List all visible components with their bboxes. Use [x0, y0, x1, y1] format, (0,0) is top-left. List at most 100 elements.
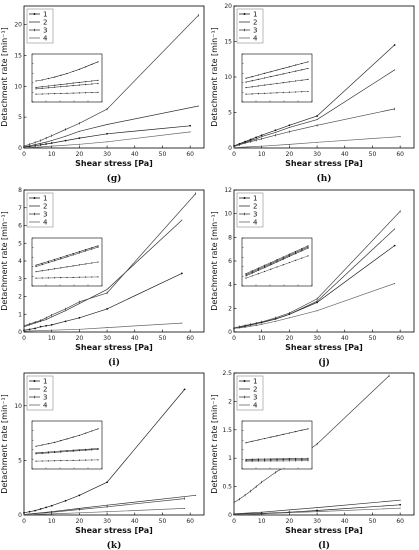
data-point [39, 325, 42, 328]
data-point [50, 142, 53, 144]
data-point [244, 326, 246, 328]
series-line-1 [23, 273, 182, 331]
series-line-3 [233, 211, 401, 329]
x-tick-label: 0 [232, 151, 236, 158]
data-point [78, 137, 81, 140]
inset-data-point [270, 76, 272, 78]
inset-data-point [295, 458, 297, 461]
inset-data-point [41, 93, 43, 95]
inset-data-point [295, 64, 297, 66]
chart-panel-i: 0 10 20 30 40 50 60 0 1 2 3 4 5 6 7 8 1 2 3 4 Shear stress [… [0, 184, 209, 368]
data-point [78, 316, 81, 319]
data-point [29, 145, 31, 147]
inset-data-point [301, 79, 303, 81]
legend-label-2: 2 [43, 203, 47, 211]
inset-data-point [91, 262, 93, 264]
inset-data-point [276, 460, 278, 462]
inset-data-point [72, 459, 74, 461]
y-tick-label: 0 [18, 329, 22, 336]
inset-data-point [288, 458, 290, 460]
inset-data-point [35, 271, 37, 273]
inset-data-point [78, 450, 80, 452]
inset-data-point [66, 72, 68, 75]
inset-data-point [295, 250, 297, 253]
inset-data-point [245, 81, 247, 83]
inset-data-point [257, 85, 259, 87]
inset-data-point [91, 430, 93, 432]
inset-data-point [251, 86, 253, 88]
inset-data-point [41, 451, 43, 454]
inset-data-point [41, 263, 43, 266]
x-tick-label: 10 [258, 151, 266, 158]
x-tick-label: 30 [313, 518, 321, 525]
x-tick-label: 10 [258, 518, 266, 525]
inset-data-point [66, 92, 68, 94]
inset-data-point [97, 82, 99, 85]
data-point [34, 144, 36, 146]
data-point [394, 69, 396, 71]
inset-data-point [276, 74, 278, 76]
y-tick-label: 2 [228, 398, 232, 405]
inset-data-point [276, 266, 278, 268]
inset-data-point [41, 79, 43, 81]
plot-frame [23, 372, 205, 516]
data-point [78, 130, 80, 132]
x-tick-label: 50 [369, 518, 377, 525]
y-axis-title: Detachment rate [min⁻¹] [0, 27, 9, 127]
inset-data-point [288, 253, 290, 255]
inset-data-point [301, 249, 303, 251]
legend-label-3: 3 [43, 394, 47, 402]
inset-data-point [245, 93, 247, 95]
legend-label-4: 4 [43, 35, 48, 43]
inset-data-point [264, 265, 266, 268]
inset-data-point [282, 256, 284, 258]
inset-data-point [301, 69, 303, 71]
inset-data-point [301, 62, 303, 65]
inset-data-point [41, 270, 43, 272]
inset-data-point [66, 266, 68, 268]
inset-data-point [264, 270, 266, 273]
inset-data-point [47, 277, 50, 279]
legend-label-2: 2 [43, 386, 47, 394]
inset-data-point [270, 83, 272, 85]
inset-data-point [60, 267, 62, 269]
inset-data-point [97, 459, 99, 461]
data-point [250, 325, 252, 327]
legend-label-1: 1 [43, 11, 47, 19]
inset-data-point [97, 276, 99, 278]
inset-data-point [60, 86, 62, 88]
x-tick-label: 60 [186, 518, 194, 525]
series-line-4 [23, 131, 191, 149]
legend-label-2: 2 [253, 386, 257, 394]
inset-data-point [91, 448, 93, 450]
inset-data-point [41, 460, 43, 462]
inset-data-point [60, 460, 62, 462]
data-point [51, 513, 53, 515]
inset-data-point [54, 84, 56, 86]
y-tick-label: 3 [18, 276, 22, 283]
inset-data-point [85, 81, 87, 83]
inset-data-point [264, 458, 266, 460]
inset-data-point [251, 80, 253, 82]
inset-data-point [307, 458, 309, 460]
data-point [64, 499, 67, 502]
inset-data-point [66, 450, 68, 453]
legend-label-1: 1 [43, 378, 47, 386]
inset-data-point [282, 458, 284, 460]
data-point [249, 138, 252, 141]
data-point [65, 135, 67, 137]
inset-data-point [72, 265, 74, 267]
data-point [64, 320, 67, 323]
inset-data-point [41, 86, 43, 88]
inset-data-point [91, 63, 93, 65]
data-point [23, 147, 25, 149]
x-tick-label: 50 [369, 335, 377, 342]
data-point [181, 322, 183, 324]
x-tick-label: 60 [396, 335, 404, 342]
series-line-2 [23, 105, 199, 148]
panel-label-j: (j) [318, 357, 330, 368]
